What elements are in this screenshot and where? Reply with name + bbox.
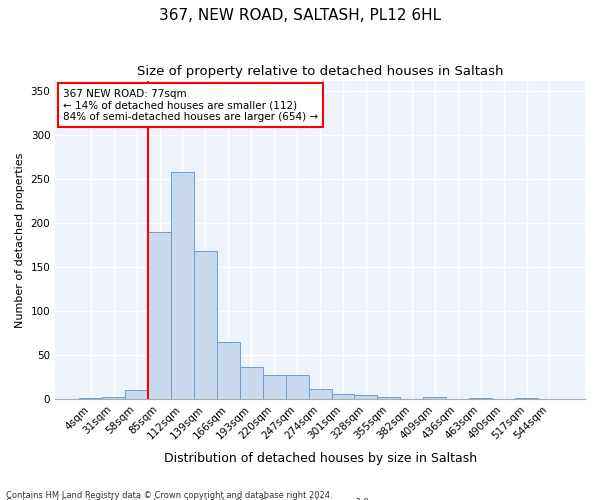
Bar (355, 395, 377, 399)
Bar (263, 374, 286, 399)
Bar (286, 374, 308, 399)
Bar (377, 396, 400, 399)
Bar (332, 394, 355, 399)
Bar (102, 398, 125, 399)
Text: Contains public sector information licensed under the Open Government Licence v3: Contains public sector information licen… (6, 498, 371, 500)
Bar (423, 396, 446, 399)
Bar (515, 398, 538, 399)
Bar (171, 172, 194, 399)
Bar (148, 232, 171, 399)
Bar (469, 398, 492, 399)
Bar (79, 398, 102, 399)
Bar (308, 390, 332, 399)
Bar (217, 342, 240, 399)
Bar (125, 390, 148, 399)
Y-axis label: Number of detached properties: Number of detached properties (15, 152, 25, 328)
Text: 367, NEW ROAD, SALTASH, PL12 6HL: 367, NEW ROAD, SALTASH, PL12 6HL (159, 8, 441, 22)
X-axis label: Distribution of detached houses by size in Saltash: Distribution of detached houses by size … (164, 452, 476, 465)
Text: Contains HM Land Registry data © Crown copyright and database right 2024.: Contains HM Land Registry data © Crown c… (6, 490, 332, 500)
Bar (194, 252, 217, 399)
Text: 367 NEW ROAD: 77sqm
← 14% of detached houses are smaller (112)
84% of semi-detac: 367 NEW ROAD: 77sqm ← 14% of detached ho… (63, 88, 318, 122)
Bar (240, 368, 263, 399)
Title: Size of property relative to detached houses in Saltash: Size of property relative to detached ho… (137, 65, 503, 78)
